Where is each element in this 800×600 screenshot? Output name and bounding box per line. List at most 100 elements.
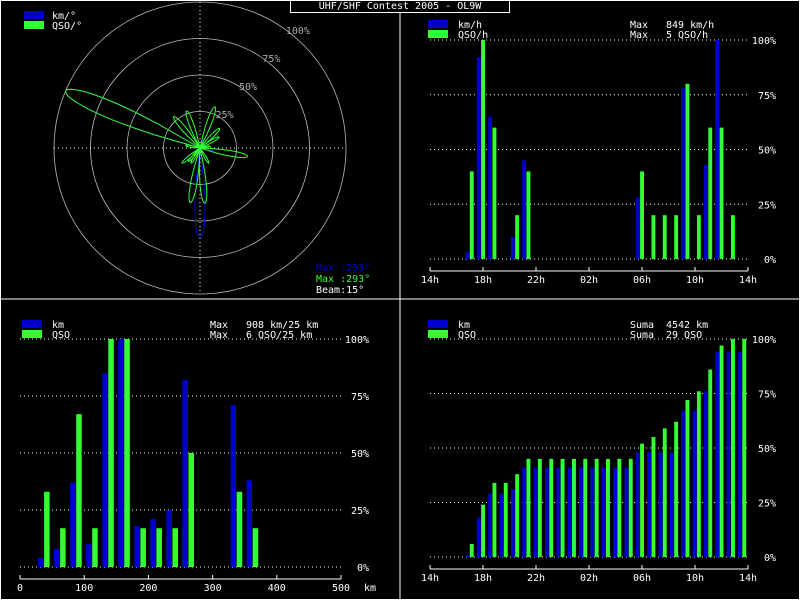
bar-km [715,352,720,557]
polar-lobe-km [194,147,206,238]
bar-qso [156,528,162,567]
polar-info-beam: Beam:15° [316,285,364,296]
bar-qso [481,40,485,259]
bar-qso [617,458,622,557]
polar-lobe-qso [198,147,208,204]
bar-km [488,116,492,259]
y-tick-label: 50% [351,449,369,460]
x-tick-label: 06h [633,573,651,584]
bar-qso [492,482,497,557]
bar-qso [252,528,259,567]
bar-km [715,40,720,259]
bar-km [246,480,253,567]
bar-qso [188,453,194,567]
legend-label-1: QSO/h [458,30,488,41]
bar-km [533,467,538,557]
x-tick-label: 06h [633,275,651,286]
polar-lobe-qso [185,110,201,149]
x-tick-label: 300 [204,583,222,594]
bar-qso [628,458,633,557]
bar-km [118,339,124,567]
y-tick-label: 25% [758,200,776,211]
bar-km [230,405,237,567]
polar-info-max-qso: Max :293° [316,274,370,285]
bar-qso [44,491,50,567]
y-tick-label: 75% [351,392,369,403]
bar-km [510,489,515,557]
bar-qso [481,504,485,557]
x-tick-label: 10h [686,573,704,584]
x-tick-label: 0 [17,583,23,594]
bar-qso [172,528,178,567]
y-tick-label: 0% [764,255,776,266]
bar-qso [594,458,599,557]
y-tick-label: 25% [351,506,369,517]
bar-qso [76,414,82,567]
x-tick-label: 02h [580,275,598,286]
bar-km [613,467,617,557]
x-tick-label: 22h [527,573,545,584]
bar-qso [719,127,724,259]
bar-qso [708,369,713,557]
bar-km [658,452,663,557]
bar-qso [526,458,531,557]
bar-km [703,164,708,259]
bar-km [681,88,686,259]
bar-km [488,493,492,557]
bar-km [590,467,595,557]
y-tick-label: 100% [752,36,776,47]
polar-ring-label: 50% [239,82,257,93]
polar-lobe-qso [65,88,201,149]
polar-lobe-qso [199,145,211,149]
bar-km [510,237,515,259]
x-tick-label: 14h [421,275,439,286]
bar-qso [651,437,656,557]
bar-km [38,557,44,567]
bar-km [70,482,76,567]
bar-km [669,452,674,557]
bar-km [692,410,697,557]
bar-km [499,493,504,557]
bar-km [647,452,651,557]
x-tick-label: 100 [75,583,93,594]
x-tick-label: 02h [580,573,598,584]
info-value: 6 QSO/25 km [246,330,312,341]
bar-qso [674,215,679,259]
bar-qso [537,458,542,557]
y-tick-label: 100% [752,335,776,346]
y-tick-label: 25% [758,499,776,510]
bar-qso [708,127,713,259]
polar-lobe-qso [181,147,201,164]
legend-swatch-1 [428,30,448,38]
polar-ring-label: 25% [215,110,233,121]
bar-qso [640,171,644,259]
bar-qso [583,458,588,557]
legend-swatch-0 [22,320,42,328]
info-value: 908 km/25 km [246,320,318,331]
polar-legend-label-0: km/° [52,11,76,22]
bar-km [465,554,470,557]
bar-km [624,467,629,557]
info-value: 849 km/h [666,20,714,31]
bar-km [522,160,527,259]
bar-km [579,467,583,557]
bar-km [703,391,708,557]
bar-qso [606,458,610,557]
x-tick-label: 14h [421,573,439,584]
bar-km [134,526,140,567]
info-label: Max [210,320,228,331]
x-tick-label: 18h [474,275,492,286]
info-label: Suma [630,330,654,341]
bar-qso [696,391,701,557]
bar-km [601,467,606,557]
x-tick-label: 22h [527,275,545,286]
bar-qso [662,428,667,557]
bar-km [635,452,640,557]
polar-lobe-qso [199,147,210,164]
info-label: Suma [630,320,654,331]
polar-lobe-qso [172,116,201,149]
info-label: Max [630,20,648,31]
polar-lobe-qso [188,147,201,204]
polar-ring-label: 75% [262,54,280,65]
